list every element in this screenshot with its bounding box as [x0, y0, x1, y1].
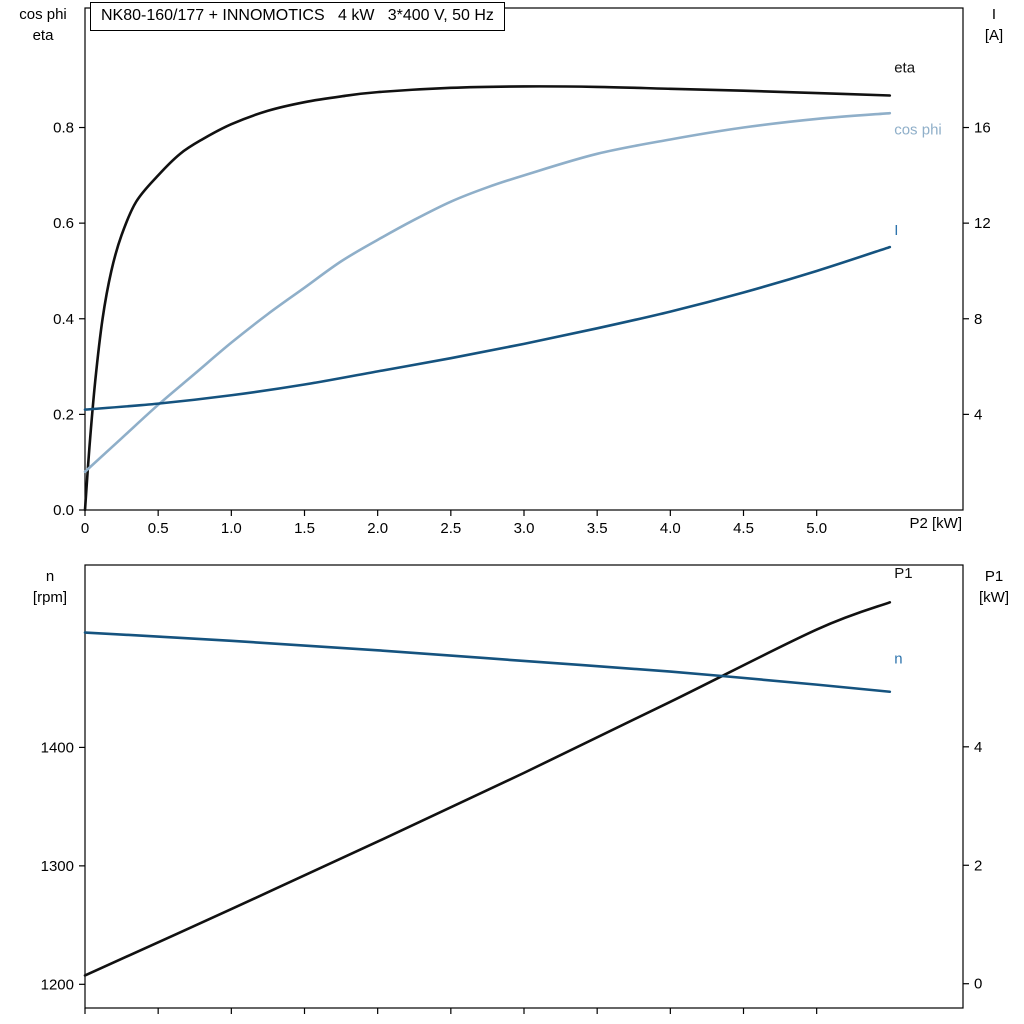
right-axis-title-line1: I: [991, 6, 997, 23]
speed-axis-title-line1: n: [45, 568, 55, 585]
I-curve-label: I: [894, 222, 898, 239]
P1-curve: [83, 601, 892, 977]
x-tick-label: 2.0: [367, 520, 388, 537]
y-right-tick-label: 2: [974, 857, 982, 874]
y-right-tick-label: 4: [974, 406, 982, 423]
y-left-tick-label: 1200: [41, 976, 74, 993]
y-right-tick-label: 8: [974, 311, 982, 328]
x-tick-label: 4.0: [660, 520, 681, 537]
I-curve: [83, 245, 892, 411]
left-axis-title-line1: cos phi: [19, 6, 67, 23]
plot-frame: [84, 564, 964, 1009]
bottom-chart-left-axis-title: n [rpm]: [18, 566, 82, 608]
y-left-tick-label: 1400: [41, 739, 74, 756]
eta-curve-label: eta: [894, 60, 916, 77]
y-right-tick-label: 4: [974, 739, 982, 756]
x-tick-label: 0.5: [148, 520, 169, 537]
P1-curve-label: P1: [894, 565, 912, 582]
top-chart-left-axis-title: cos phi eta: [6, 4, 80, 46]
bottom-chart-right-axis-title: P1 [kW]: [966, 566, 1022, 608]
y-right-tick-label: 0: [974, 976, 982, 993]
left-axis-title-line2: eta: [32, 27, 54, 44]
speed-power-chart: 1200 1300 1400 0 2 4 P1 n: [41, 564, 982, 1014]
x-tick-label: 3.0: [514, 520, 535, 537]
y-left-tick-label: 0.8: [53, 120, 74, 137]
x-tick-label: 2.5: [440, 520, 461, 537]
x-tick-label: 1.5: [294, 520, 315, 537]
eta-curve: [83, 85, 892, 512]
top-chart-right-axis-title: I [A]: [968, 4, 1020, 46]
x-tick-label: 3.5: [587, 520, 608, 537]
x-tick-label: 4.5: [733, 520, 754, 537]
x-axis-title: P2 [kW]: [909, 515, 962, 532]
speed-axis-title-line2: [rpm]: [32, 589, 68, 606]
y-right-tick-label: 12: [974, 215, 991, 232]
x-tick-label: 5.0: [806, 520, 827, 537]
right-axis-title-line2: [A]: [984, 27, 1004, 44]
y-left-tick-label: 1300: [41, 858, 74, 875]
y-left-tick-label: 0.2: [53, 406, 74, 423]
power-axis-title-line2: [kW]: [979, 589, 1009, 606]
power-axis-title-line1: P1: [984, 568, 1004, 585]
x-tick-label: 1.0: [221, 520, 242, 537]
n-curve-label: n: [894, 650, 902, 667]
chart-title: NK80-160/177 + INNOMOTICS 4 kW 3*400 V, …: [90, 2, 505, 31]
y-left-tick-label: 0.0: [53, 502, 74, 519]
y-left-tick-label: 0.4: [53, 311, 74, 328]
x-tick-label: 0: [81, 520, 89, 537]
y-left-tick-label: 0.6: [53, 215, 74, 232]
plot-frame: [84, 7, 964, 511]
n-curve: [83, 631, 892, 694]
p2-performance-chart: 0 0.5 1.0 1.5 2.0 2.5 3.0 3.5 4.0 4.5 5.0 0.0 0.2 0.4…: [53, 7, 991, 537]
cos-phi-curve: [83, 111, 892, 474]
y-right-tick-label: 16: [974, 120, 991, 137]
cos-phi-curve-label: cos phi: [894, 122, 942, 139]
